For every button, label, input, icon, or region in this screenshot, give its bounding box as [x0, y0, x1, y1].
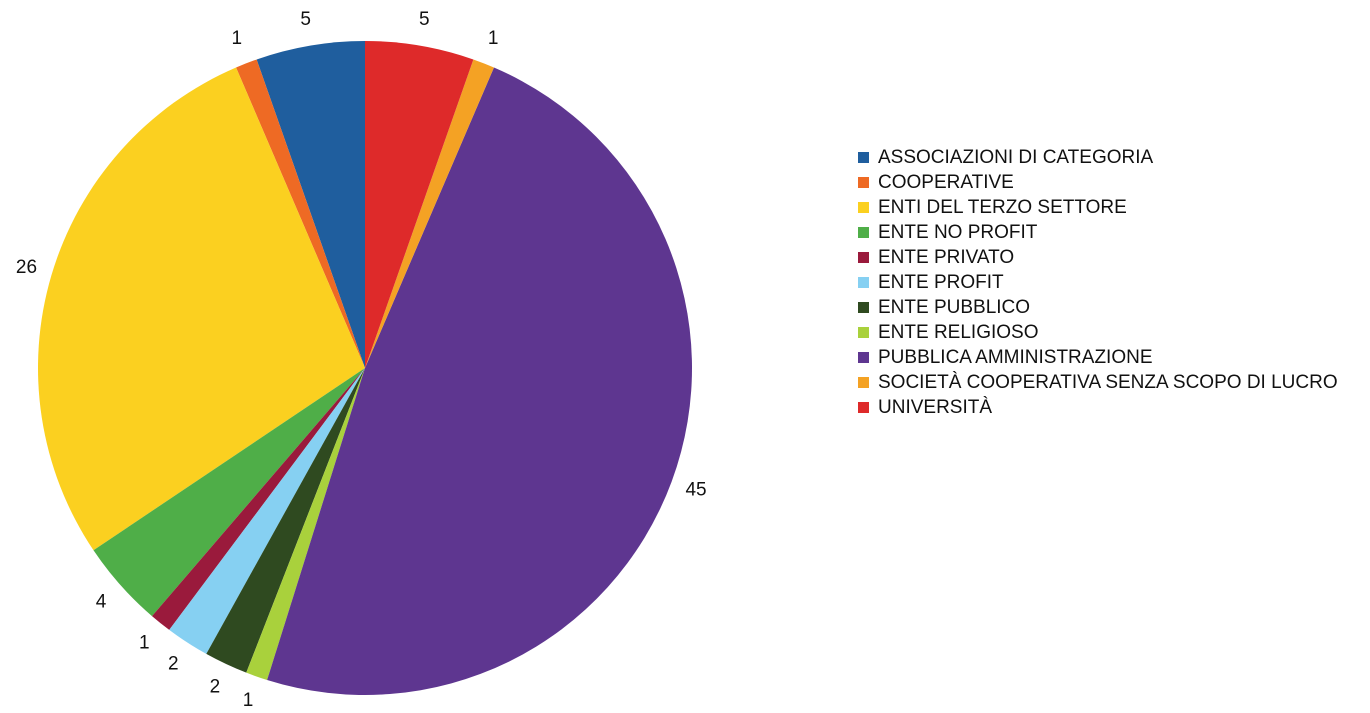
pie-slice: [152, 368, 365, 630]
legend-swatch: [858, 377, 869, 388]
legend-label: ENTE PRIVATO: [878, 247, 1015, 268]
data-label: 1: [232, 28, 243, 49]
legend-item: ENTE PROFIT: [858, 270, 1368, 295]
pie-slice: [256, 41, 365, 368]
legend-swatch: [858, 152, 869, 163]
legend-label: ENTE PROFIT: [878, 272, 1004, 293]
pie-slice: [93, 368, 366, 617]
legend-swatch: [858, 277, 869, 288]
legend-label: COOPERATIVE: [878, 172, 1014, 193]
data-label: 1: [243, 690, 254, 711]
data-label: 5: [419, 9, 430, 30]
legend-swatch: [858, 202, 869, 213]
legend-label: ENTI DEL TERZO SETTORE: [878, 197, 1127, 218]
pie-slice: [206, 368, 365, 673]
pie-slice: [246, 368, 365, 681]
legend-label: ENTE NO PROFIT: [878, 222, 1038, 243]
legend-label: ENTE PUBBLICO: [878, 297, 1031, 318]
legend-label: PUBBLICA AMMINISTRAZIONE: [878, 347, 1153, 368]
data-label: 26: [16, 257, 37, 278]
pie-slice: [37, 67, 366, 551]
legend-label: ASSOCIAZIONI DI CATEGORIA: [878, 147, 1154, 168]
legend-item: COOPERATIVE: [858, 170, 1368, 195]
data-label: 45: [685, 480, 706, 501]
legend-swatch: [858, 327, 869, 338]
legend-item: PUBBLICA AMMINISTRAZIONE: [858, 345, 1368, 370]
legend-label: UNIVERSITÀ: [878, 397, 993, 418]
legend-label: ENTE RELIGIOSO: [878, 322, 1039, 343]
pie-slice: [365, 41, 474, 368]
legend-label: SOCIETÀ COOPERATIVA SENZA SCOPO DI LUCRO: [878, 372, 1338, 393]
data-label: 5: [300, 9, 311, 30]
data-label: 2: [168, 653, 179, 674]
legend-item: ENTE PUBBLICO: [858, 295, 1368, 320]
pie-slice: [365, 59, 494, 368]
legend-swatch: [858, 227, 869, 238]
legend-item: ENTE RELIGIOSO: [858, 320, 1368, 345]
data-label: 4: [96, 591, 107, 612]
legend: ASSOCIAZIONI DI CATEGORIA COOPERATIVE ENTI…: [858, 145, 1368, 420]
pie-slice: [169, 368, 365, 654]
legend-swatch: [858, 177, 869, 188]
legend-item: ENTE PRIVATO: [858, 245, 1368, 270]
legend-swatch: [858, 402, 869, 413]
data-label: 1: [488, 28, 499, 49]
legend-item: ASSOCIAZIONI DI CATEGORIA: [858, 145, 1368, 170]
legend-item: UNIVERSITÀ: [858, 395, 1368, 420]
legend-item: SOCIETÀ COOPERATIVA SENZA SCOPO DI LUCRO: [858, 370, 1368, 395]
pie-slice: [236, 59, 365, 368]
legend-swatch: [858, 252, 869, 263]
legend-swatch: [858, 302, 869, 313]
legend-item: ENTE NO PROFIT: [858, 220, 1368, 245]
pie-slice: [267, 67, 693, 696]
legend-swatch: [858, 352, 869, 363]
data-label: 2: [210, 677, 221, 698]
legend-item: ENTI DEL TERZO SETTORE: [858, 195, 1368, 220]
data-label: 1: [139, 632, 150, 653]
